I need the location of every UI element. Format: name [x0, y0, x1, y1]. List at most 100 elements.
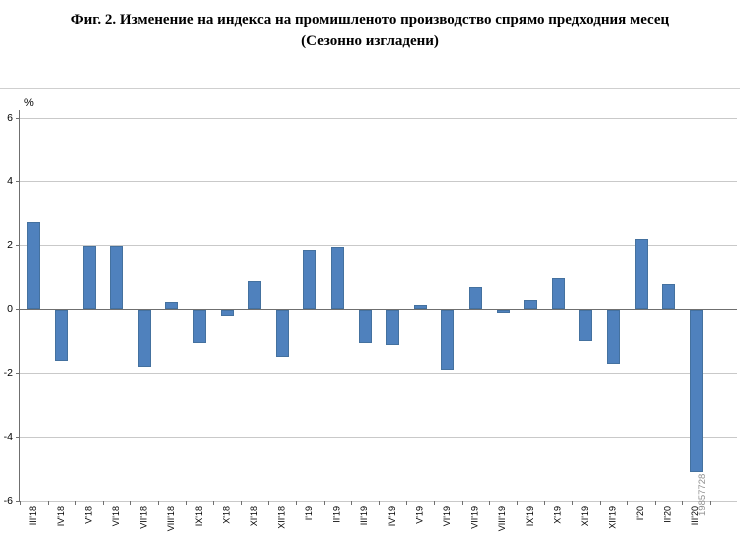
bar	[386, 309, 400, 345]
x-axis-tick-label: IX'19	[525, 506, 536, 527]
x-axis-tick-label: V'18	[83, 506, 94, 524]
bar	[54, 309, 68, 361]
figure-title: Фиг. 2. Изменение на индекса на промишле…	[0, 10, 740, 52]
bar	[82, 245, 96, 310]
bar	[524, 299, 538, 310]
gridline	[20, 117, 737, 119]
bar	[468, 287, 482, 310]
x-axis-tick	[323, 501, 325, 505]
bar	[579, 309, 593, 342]
figure-title-line1: Фиг. 2. Изменение на индекса на промишле…	[70, 12, 670, 28]
y-axis-tick	[16, 436, 20, 438]
bar	[330, 247, 344, 310]
x-axis-tick	[682, 501, 684, 505]
x-axis-tick-label: X'18	[221, 506, 232, 524]
gridline	[20, 181, 737, 183]
x-axis-tick-label: XII'18	[276, 506, 287, 529]
x-axis-tick-label: XI'19	[580, 506, 591, 527]
x-axis-tick-label: III'19	[359, 506, 370, 526]
x-axis-tick	[158, 501, 159, 505]
x-axis-tick	[572, 501, 573, 505]
x-axis-tick-label: VII'19	[469, 506, 480, 529]
x-axis-tick-label: II'19	[331, 506, 342, 523]
x-axis-tick-label: VI'19	[442, 506, 453, 527]
x-axis-tick-label: XI'18	[249, 506, 260, 527]
x-axis-tick-label: X'19	[552, 506, 563, 524]
x-axis-tick	[268, 501, 270, 505]
x-axis-tick-label: VI'18	[111, 506, 122, 527]
bar	[137, 309, 151, 367]
x-axis-tick-label: II'20	[663, 506, 674, 523]
x-axis-tick	[461, 501, 463, 505]
x-axis-tick	[516, 501, 518, 505]
x-axis-tick-label: I'20	[635, 506, 646, 521]
bar	[192, 309, 206, 343]
y-axis-tick-label: -2	[3, 366, 13, 379]
x-axis-tick-label: VII'18	[138, 506, 149, 529]
bar	[441, 309, 455, 371]
y-axis-unit-label: %	[24, 97, 34, 109]
y-axis-tick	[16, 117, 20, 119]
bar	[689, 309, 703, 473]
horizontal-divider	[0, 88, 740, 89]
y-axis-tick	[16, 372, 20, 374]
bar	[110, 245, 124, 310]
bar	[220, 309, 234, 316]
x-axis-tick	[351, 501, 353, 505]
x-axis-tick	[296, 501, 297, 505]
bar	[27, 221, 41, 310]
y-axis-tick	[16, 245, 20, 247]
bar	[303, 250, 317, 310]
x-axis-tick-label: III'18	[28, 506, 39, 526]
bar	[606, 309, 620, 364]
x-axis-tick	[654, 501, 656, 505]
x-axis-tick	[710, 501, 711, 505]
x-axis-tick	[489, 501, 491, 505]
x-axis-tick-label: V'19	[414, 506, 425, 524]
x-axis-tick	[130, 501, 132, 505]
vertical-watermark-text: 19857728	[697, 473, 708, 516]
bar	[496, 309, 510, 313]
x-axis-tick-label: IV'19	[387, 506, 398, 527]
x-axis-tick-label: IV'18	[55, 506, 66, 527]
y-axis-tick-label: 0	[7, 303, 13, 315]
x-axis-tick	[544, 501, 546, 505]
gridline	[20, 245, 737, 247]
y-axis-tick-label: 4	[7, 175, 13, 188]
y-axis-tick	[16, 181, 20, 183]
x-axis-tick	[240, 501, 242, 505]
bar	[413, 304, 427, 310]
x-axis-tick-label: VIII'18	[166, 506, 177, 532]
bar	[248, 280, 262, 310]
x-axis-tick-label: XII'19	[607, 506, 618, 529]
x-axis-tick	[75, 501, 77, 505]
bar	[634, 239, 648, 310]
x-axis-tick	[47, 501, 49, 505]
y-axis-tick-label: -6	[3, 494, 13, 507]
y-axis-tick	[16, 500, 20, 502]
bar	[165, 301, 179, 310]
bar	[358, 309, 372, 343]
x-axis-tick	[434, 501, 435, 505]
x-axis-tick	[20, 501, 21, 505]
gridline	[20, 436, 737, 438]
x-axis-tick	[599, 501, 601, 505]
y-axis-line	[19, 110, 20, 502]
y-axis-tick-label: 2	[7, 239, 13, 252]
y-axis-tick-label: 6	[7, 111, 13, 124]
x-axis-tick	[213, 501, 215, 505]
bar	[275, 309, 289, 358]
x-axis-tick	[102, 501, 104, 505]
x-axis-tick	[185, 501, 187, 505]
gridline	[20, 500, 737, 502]
gridline	[20, 372, 737, 374]
figure-title-line2: (Сезонно изгладени)	[301, 33, 439, 49]
bar	[662, 283, 676, 310]
x-axis-tick-label: I'19	[304, 506, 315, 521]
y-axis-tick-label: -4	[3, 430, 13, 443]
x-axis-tick-label: IX'18	[193, 506, 204, 527]
y-axis-tick	[16, 309, 20, 310]
bar	[551, 277, 565, 310]
x-axis-tick	[627, 501, 629, 505]
x-axis-tick	[378, 501, 380, 505]
